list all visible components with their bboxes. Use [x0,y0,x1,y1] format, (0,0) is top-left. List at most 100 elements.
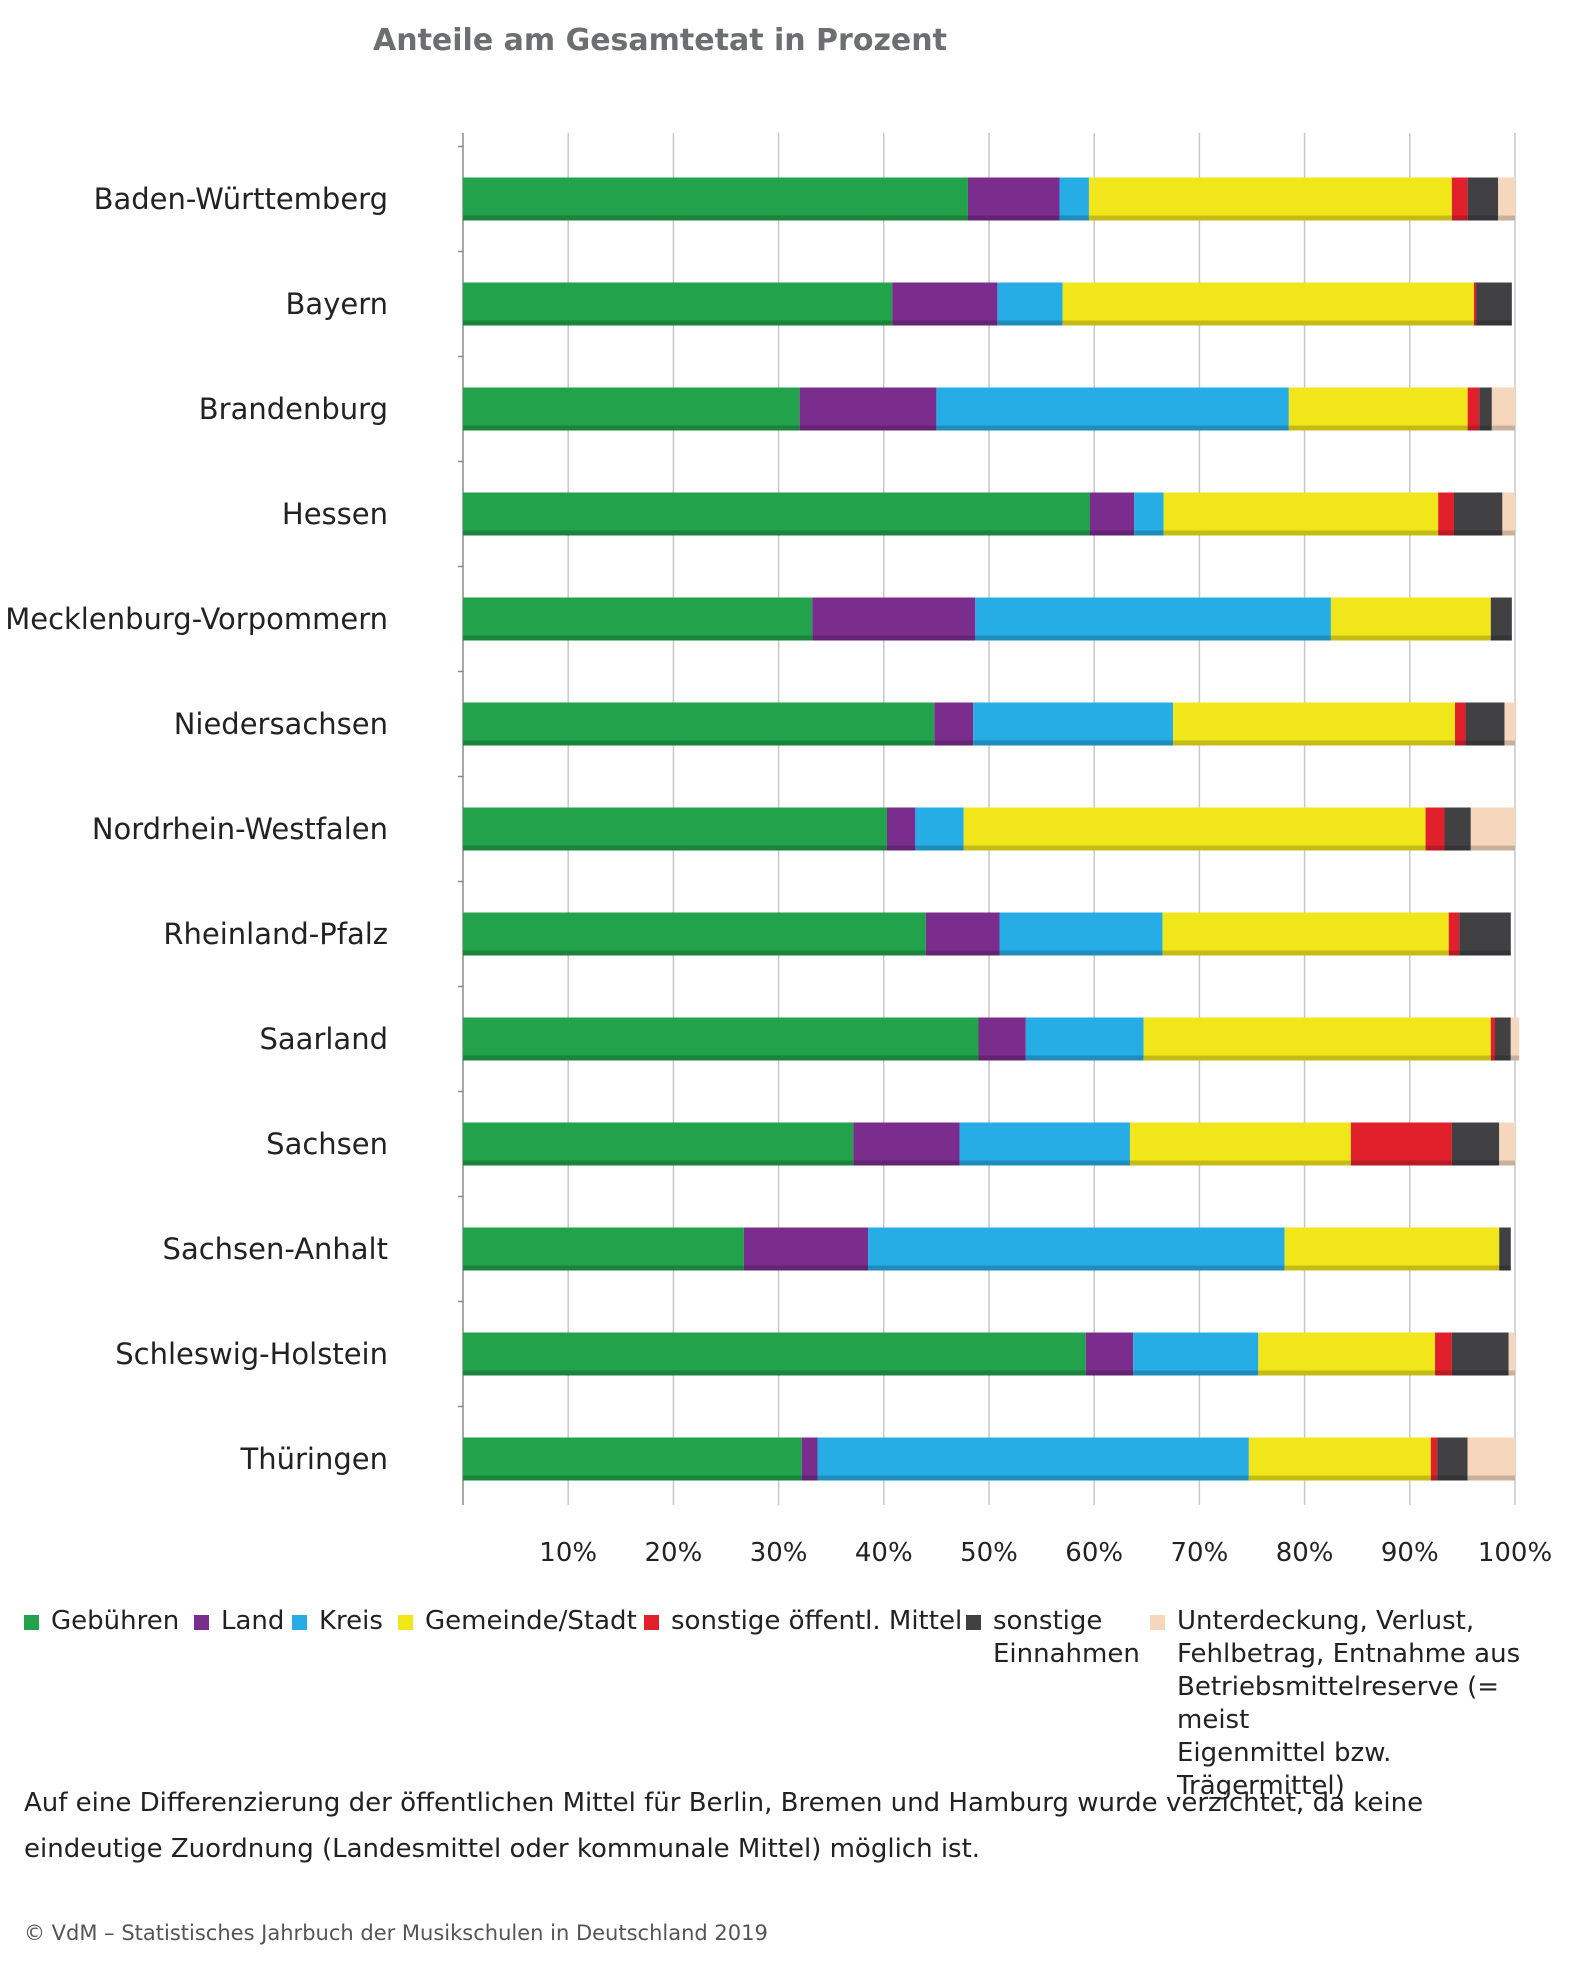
bar-segment [1490,597,1512,641]
category-label: Brandenburg [199,392,388,426]
bar-segment [1444,807,1471,851]
category-label: Nordrhein-Westfalen [92,812,388,846]
bar-segment [1495,1017,1511,1061]
bar-segment-shade [463,845,887,851]
bar-segment-shade [925,950,1000,956]
bar-segment [853,1122,960,1166]
bar-segment-shade [997,320,1063,326]
bar-segment-shade [1499,1160,1515,1166]
bar-segment-shade [1455,740,1466,746]
bar-segment [1499,1227,1511,1271]
bar-segment [1490,1017,1496,1061]
bar-segment-shade [463,215,968,221]
tick-label: 80% [1276,1538,1334,1568]
bar-segment-shade [892,320,998,326]
footnote: Auf eine Differenzierung der öffentliche… [24,1788,1424,1864]
legend-item: Gemeinde/Stadt [398,1605,637,1638]
bar-segment [1173,702,1456,746]
bar-segment [1288,387,1468,431]
bar-segment [1467,1437,1515,1481]
legend-label: Gebühren [51,1606,180,1636]
bar-segment-shade [1288,425,1468,431]
bar-segment-shade [1459,950,1511,956]
bar-segment [1350,1122,1452,1166]
bar-segment [1088,177,1452,221]
legend-swatch [398,1615,413,1630]
bar-segment-shade [1467,215,1499,221]
bar-segment-shade [1430,1475,1438,1481]
bar-segment [886,807,916,851]
tick-label: 60% [1065,1538,1123,1568]
bar-segment-shade [1129,1160,1351,1166]
legend-swatch [644,1615,659,1630]
bar-segment-shade [1448,950,1460,956]
bar-segment [463,912,926,956]
bar-segment-shade [1498,215,1515,221]
category-label: Hessen [282,497,388,531]
bar-segment [1089,492,1135,536]
bar-segment [1448,912,1460,956]
bar-segment [463,177,968,221]
bar-segment [1455,702,1466,746]
bar-segment-shade [1173,740,1456,746]
bar-segment-shade [463,1055,979,1061]
bar-segment-shade [1163,530,1439,536]
bar-segment-shade [1451,215,1468,221]
bar-segment-shade [1470,845,1515,851]
bar-segment [1248,1437,1431,1481]
bar-segment [1435,1332,1452,1376]
legend-swatch [292,1615,307,1630]
category-label: Mecklenburg-Vorpommern [5,602,388,636]
bar-segment [1491,387,1515,431]
bar-segment [1470,807,1515,851]
bar-segment [463,702,935,746]
chart-title: Anteile am Gesamtetat in Prozent [373,23,947,58]
bar-segment [1479,387,1492,431]
bar-segment [463,492,1090,536]
bar-segment [1284,1227,1500,1271]
bar-segment [463,1332,1086,1376]
bar-segment-shade [1085,1370,1134,1376]
bar-segment-shade [1491,425,1515,431]
bar-segment-shade [743,1265,869,1271]
bar-segment-shade [1437,1475,1468,1481]
bar-segment [1025,1017,1144,1061]
bar-segment-shade [1465,740,1505,746]
bar-segment-shade [1444,845,1471,851]
bar-segment [1510,1017,1520,1061]
bar-segment-shade [1451,1160,1500,1166]
bar-segment-shade [1025,1055,1144,1061]
bar-segment [1430,1437,1438,1481]
bar-segment-shade [853,1160,960,1166]
bar-segment-shade [1350,1160,1452,1166]
bar-segment-shade [1467,425,1480,431]
tick-label: 70% [1171,1538,1229,1568]
bar-segment-shade [934,740,974,746]
x-axis-tick-labels: 10% 20% 30% 40% 50% 60% 70% 80% 90% 100% [539,1538,1552,1568]
category-label: Sachsen [266,1127,388,1161]
bar-segment [1451,1332,1509,1376]
bar-segment [1059,177,1089,221]
bars [463,177,1520,1481]
bar-segment [1163,492,1439,536]
bar-segment-shade [1435,1370,1452,1376]
legend-label: Unterdeckung, Verlust, Fehlbetrag, Entna… [1177,1606,1521,1801]
bar-segment [463,597,813,641]
bar-segment [975,597,1331,641]
bar-segment-shade [1284,1265,1500,1271]
bar-segment-shade [463,1265,744,1271]
bar-segment-shade [1089,530,1135,536]
bar-segment [1473,282,1477,326]
bar-segment [1258,1332,1436,1376]
legend: Gebühren Land Kreis Gemeinde/Stadt sonstige … [24,1605,1564,1801]
bar-segment [1134,492,1164,536]
bar-segment [463,1227,744,1271]
bar-segment-shade [886,845,916,851]
bar-segment [1465,702,1505,746]
bar-segment-shade [963,845,1426,851]
bar-segment [1467,387,1480,431]
legend-item: sonstige öffentl. Mittel [644,1605,962,1638]
legend-label: sonstige öffentl. Mittel [671,1606,963,1636]
bar-segment-shade [801,1475,818,1481]
bar-segment [973,702,1174,746]
